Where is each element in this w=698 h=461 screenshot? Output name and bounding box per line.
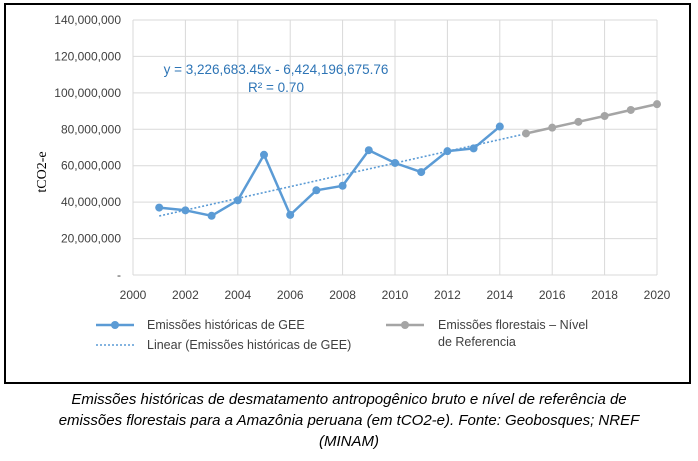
- y-axis-label: tCO2-e: [35, 151, 50, 192]
- caption-line-2: emissões florestais para a Amazônia peru…: [58, 412, 640, 429]
- y-tick-label: 120,000,000: [54, 49, 121, 63]
- trendline-r2: R² = 0.70: [248, 80, 304, 95]
- reference-line: [525, 102, 658, 135]
- historical-point: [155, 203, 164, 212]
- reference-point: [626, 105, 635, 114]
- reference-point: [574, 117, 583, 126]
- x-tick-label: 2010: [382, 288, 409, 302]
- legend-item-historical: Emissões históricas de GEE: [96, 318, 305, 332]
- y-tick-label: 60,000,000: [61, 159, 121, 173]
- trendline-path: [159, 132, 527, 217]
- x-tick-label: 2000: [120, 288, 147, 302]
- x-tick-label: 2002: [172, 288, 199, 302]
- legend-marker-reference: [401, 321, 409, 329]
- legend: Emissões históricas de GEE Linear (Emiss…: [96, 318, 588, 352]
- legend-label-linear: Linear (Emissões históricas de GEE): [147, 338, 351, 352]
- historical-point: [417, 168, 426, 177]
- y-tick-label: 40,000,000: [61, 195, 121, 209]
- historical-line: [159, 125, 501, 218]
- caption-line-1: Emissões históricas de desmatamento antr…: [71, 391, 627, 408]
- x-tick-label: 2008: [329, 288, 356, 302]
- chart-frame: [4, 3, 691, 384]
- historical-point: [286, 210, 295, 219]
- historical-point: [260, 150, 268, 159]
- x-tick-label: 2014: [486, 288, 513, 302]
- historical-point: [312, 186, 321, 195]
- series-reference-level: [522, 100, 661, 138]
- historical-point: [495, 122, 504, 131]
- x-tick-labels: 2000 2002 2004 2006 2008 2010 2012 2014 2016 2018…: [120, 288, 671, 302]
- legend-item-linear: Linear (Emissões históricas de GEE): [96, 338, 351, 352]
- reference-point: [600, 111, 609, 120]
- trendline: [159, 132, 527, 217]
- y-tick-label: 140,000,000: [54, 13, 121, 27]
- historical-point: [443, 147, 452, 156]
- legend-label-historical: Emissões históricas de GEE: [147, 318, 305, 332]
- historical-point: [207, 211, 216, 220]
- y-tick-label: 20,000,000: [61, 232, 121, 246]
- reference-point: [548, 123, 557, 132]
- legend-label-reference-2: de Referencia: [438, 335, 516, 349]
- y-tick-label: 100,000,000: [54, 86, 121, 100]
- legend-marker-historical: [111, 321, 119, 329]
- series-historical: [155, 122, 504, 220]
- gridlines: [132, 19, 658, 276]
- x-tick-label: 2016: [539, 288, 566, 302]
- historical-point: [469, 144, 478, 153]
- x-tick-label: 2006: [277, 288, 304, 302]
- chart: - 20,000,000 40,000,000 60,000,000 80,000,00…: [35, 13, 671, 352]
- x-tick-label: 2018: [591, 288, 618, 302]
- y-tick-label: -: [117, 268, 121, 282]
- legend-item-reference: Emissões florestais – Nível de Referenci…: [386, 318, 588, 349]
- x-tick-label: 2012: [434, 288, 461, 302]
- historical-point: [181, 206, 190, 215]
- legend-label-reference-1: Emissões florestais – Nível: [438, 318, 588, 332]
- historical-point: [338, 181, 347, 190]
- y-tick-label: 80,000,000: [61, 122, 121, 136]
- y-tick-labels: - 20,000,000 40,000,000 60,000,000 80,000,00…: [54, 13, 121, 282]
- historical-point: [233, 196, 242, 205]
- figure-caption: Emissões históricas de desmatamento antr…: [0, 389, 698, 452]
- x-tick-label: 2020: [644, 288, 671, 302]
- reference-point: [653, 100, 661, 109]
- historical-point: [391, 158, 399, 167]
- caption-line-3: (MINAM): [319, 433, 379, 450]
- x-tick-label: 2004: [224, 288, 251, 302]
- reference-point: [522, 129, 530, 138]
- historical-point: [364, 146, 373, 155]
- trendline-equation: y = 3,226,683.45x - 6,424,196,675.76: [164, 62, 389, 77]
